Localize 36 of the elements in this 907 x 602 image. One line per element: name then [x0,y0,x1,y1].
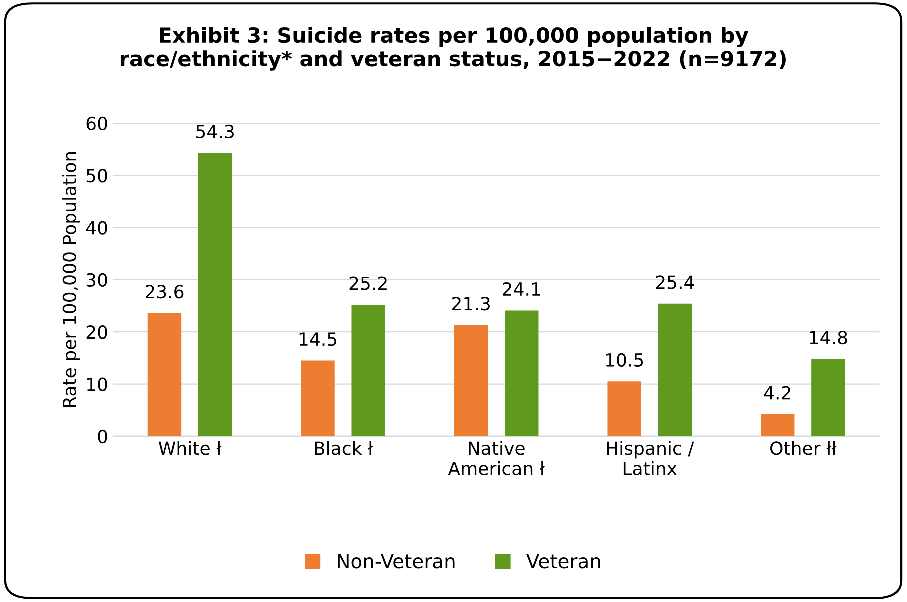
bar [760,414,795,436]
y-axis-title: Rate per 100,000 Population [62,152,80,408]
bar [658,304,692,436]
y-tick-label: 50 [86,169,108,183]
data-label: 25.4 [656,276,694,290]
y-tick-label: 0 [98,430,108,444]
bar [812,359,846,436]
data-label: 24.1 [503,282,540,296]
y-tick-label: 40 [86,221,108,235]
bar [301,360,335,436]
legend-label: Non-Veteran [338,554,455,569]
data-label: 4.2 [764,386,790,400]
x-tick-label: Native American ł [448,441,545,476]
data-label: 25.2 [350,276,387,290]
y-tick-label: 10 [88,378,108,392]
data-label: 10.5 [606,353,644,368]
data-label: 54.3 [196,124,234,139]
legend-label: Veteran [526,554,600,569]
data-label: 14.5 [300,332,337,346]
data-label: 21.3 [452,297,490,311]
y-tick-label: 60 [86,116,108,131]
bar [454,325,488,436]
bar [148,313,182,436]
x-tick-label: Other łł [770,441,837,456]
x-tick-label: Hispanic / Latinx [607,441,694,476]
bar [608,382,642,436]
bar [198,153,232,436]
data-label: 23.6 [146,285,184,299]
y-tick-label: 20 [86,326,108,340]
chart-title: Exhibit 3: Suicide rates per 100,000 population by race/ethnicity* and veteran status, 2015−2022 (n=9172) [120,27,786,71]
bar [505,310,539,436]
y-tick-label: 30 [86,273,108,288]
bar [352,304,386,436]
x-tick-label: White ł [158,441,222,456]
x-tick-label: Black ł [315,441,374,456]
data-label: 14.8 [810,330,848,345]
